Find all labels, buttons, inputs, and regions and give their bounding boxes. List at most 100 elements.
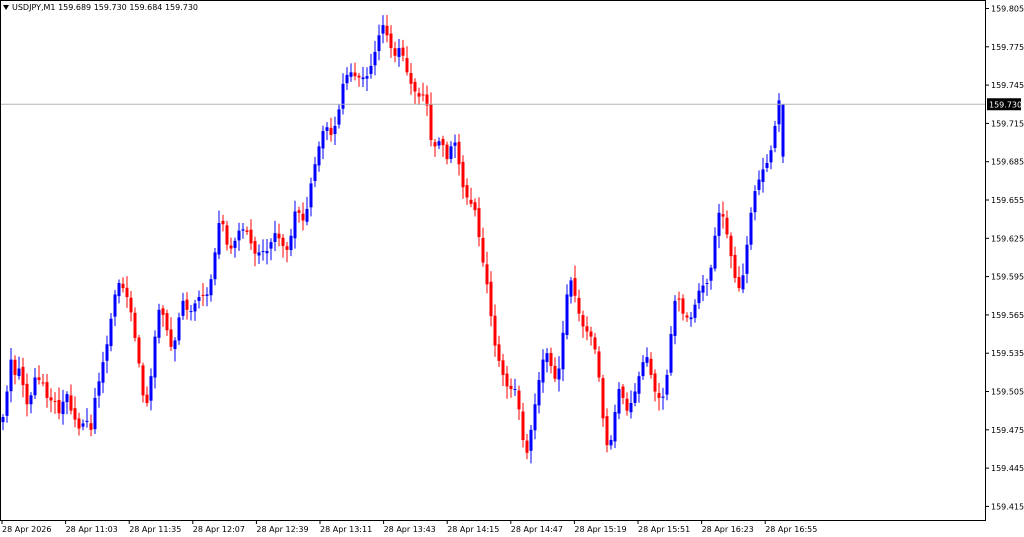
price-tick-label: 159.475 <box>991 426 1024 435</box>
candle-bull <box>273 233 277 242</box>
candle-bull <box>697 290 701 304</box>
candle-bull <box>613 411 617 442</box>
candle-bear <box>161 308 165 315</box>
candle-bull <box>701 285 705 293</box>
candle-bear <box>485 264 489 285</box>
time-tick-label: 28 Apr 13:43 <box>384 525 436 534</box>
candle-bear <box>405 58 409 73</box>
time-axis: 28 Apr 2026 28 Apr 11:03 28 Apr 11:35 28 Ap… <box>1 520 817 534</box>
candle-bull <box>1 417 5 423</box>
time-tick-label: 28 Apr 12:39 <box>256 525 308 534</box>
candle-bull <box>85 420 89 422</box>
plot-area-border <box>0 0 986 521</box>
time-tick-label: 28 Apr 2026 <box>2 525 51 534</box>
candle-bear <box>121 283 125 289</box>
candle-bear <box>593 337 597 350</box>
candle-bear <box>57 399 61 414</box>
header: USDJPY,M1 159.689 159.730 159.684 159.73… <box>3 3 198 12</box>
candle-bull <box>541 359 545 383</box>
candle-bear <box>129 297 133 313</box>
candle-bull <box>449 146 453 159</box>
candle-bull <box>305 208 309 222</box>
candle-bull <box>293 211 297 239</box>
candle-bull <box>741 275 745 290</box>
candle-bear <box>445 144 449 160</box>
symbol-info: USDJPY,M1 159.689 159.730 159.684 159.73… <box>12 3 198 12</box>
time-tick-label: 28 Apr 11:03 <box>66 525 118 534</box>
candle-bear <box>549 352 553 366</box>
candle-bull <box>629 403 633 413</box>
candle-bear <box>417 93 421 97</box>
candle-bull <box>157 309 161 338</box>
price-tick-label: 159.445 <box>991 464 1024 473</box>
price-tick-label: 159.715 <box>991 119 1024 128</box>
price-tick-label: 159.535 <box>991 349 1024 358</box>
candle-bear <box>45 382 49 398</box>
candle-bull <box>609 440 613 446</box>
candle-bear <box>169 329 173 347</box>
candle-bull <box>761 169 765 183</box>
candle-bull <box>569 280 573 297</box>
candle-bear <box>297 210 301 213</box>
candle-bear <box>201 294 205 296</box>
candle-bull <box>289 235 293 250</box>
candle-bull <box>237 230 241 241</box>
candle-bear <box>497 344 501 361</box>
candle-bull <box>29 395 33 405</box>
candle-bear <box>145 394 149 404</box>
time-tick-label: 28 Apr 14:47 <box>511 525 563 534</box>
candle-bear <box>229 245 233 249</box>
candle-bull <box>309 183 313 208</box>
candle-bull <box>689 317 693 320</box>
candle-bear <box>525 440 529 453</box>
candle-bull <box>349 72 353 77</box>
candle-bull <box>101 362 105 383</box>
candles-layer <box>1 15 785 464</box>
candle-bull <box>641 362 645 377</box>
candle-bear <box>353 72 357 77</box>
candle-bear <box>185 299 189 310</box>
candle-bull <box>33 377 37 396</box>
price-tick-label: 159.745 <box>991 81 1024 90</box>
candle-bear <box>53 400 57 402</box>
candle-bear <box>165 313 169 331</box>
time-tick-label: 28 Apr 14:15 <box>447 525 499 534</box>
triangle-down-icon[interactable] <box>3 5 9 10</box>
candle-bull <box>321 131 325 149</box>
candle-bull <box>93 397 97 430</box>
candle-bull <box>545 353 549 363</box>
time-tick-label: 28 Apr 13:11 <box>320 525 372 534</box>
candle-bull <box>5 391 9 416</box>
candle-bear <box>721 214 725 217</box>
candle-bull <box>537 380 541 406</box>
candle-bear <box>729 235 733 257</box>
candle-bear <box>329 127 333 135</box>
price-tick-label: 159.655 <box>991 196 1024 205</box>
candle-bull <box>193 303 197 312</box>
candle-bull <box>341 83 345 109</box>
candle-bull <box>633 391 637 403</box>
price-tick-label: 159.595 <box>991 273 1024 282</box>
candle-bear <box>37 377 41 381</box>
candle-bear <box>401 47 405 56</box>
candle-bull <box>241 229 245 231</box>
candle-bear <box>461 161 465 188</box>
candle-bull <box>561 332 565 370</box>
candle-bear <box>49 397 53 401</box>
candle-bull <box>373 51 377 66</box>
candle-bull <box>365 76 369 79</box>
price-tick-label: 159.625 <box>991 234 1024 243</box>
candle-bear <box>429 104 433 141</box>
candle-bull <box>313 164 317 181</box>
price-tick-label: 159.505 <box>991 388 1024 397</box>
candle-bear <box>681 298 685 314</box>
candle-bear <box>489 281 493 317</box>
candle-bear <box>421 94 425 96</box>
candle-bear <box>573 278 577 296</box>
candle-bear <box>13 359 17 375</box>
candle-bull <box>333 125 337 134</box>
time-tick-label: 28 Apr 15:19 <box>574 525 626 534</box>
candle-bull <box>325 127 329 131</box>
candle-bear <box>41 382 45 384</box>
